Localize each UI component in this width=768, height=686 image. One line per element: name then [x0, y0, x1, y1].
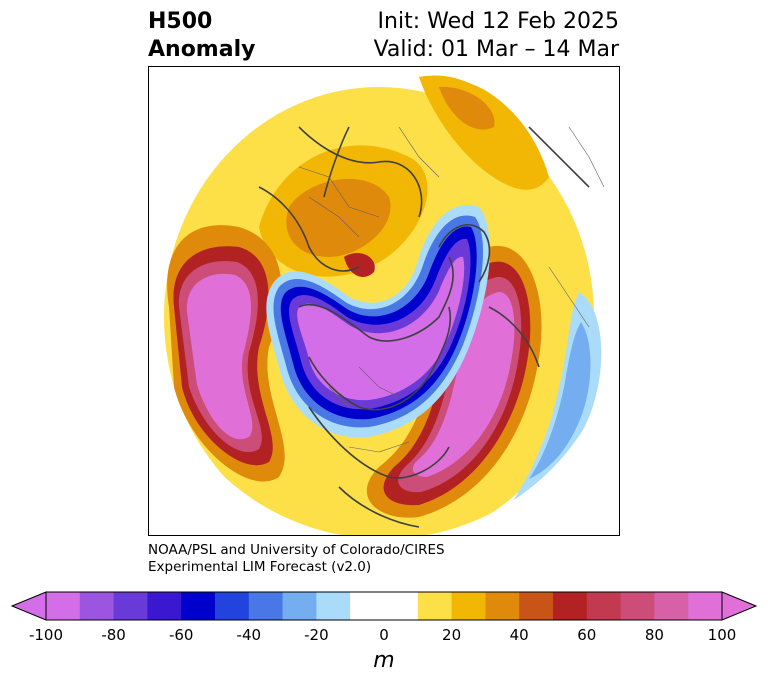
- colorbar-cells: [46, 592, 723, 620]
- polar-map: [148, 66, 620, 536]
- coastlines: [258, 126, 590, 528]
- init-date: Init: Wed 12 Feb 2025: [377, 9, 619, 34]
- colorbar-cell: [350, 592, 385, 620]
- colorbar-unit: m: [373, 648, 395, 673]
- colorbar-cell: [485, 592, 520, 620]
- colorbar-cell: [553, 592, 588, 620]
- colorbar-cell: [620, 592, 655, 620]
- map-title: H500 Anomaly: [148, 8, 255, 64]
- credit-text: NOAA/PSL and University of Colorado/CIRE…: [148, 542, 445, 576]
- colorbar-tick-label: -20: [304, 626, 329, 644]
- colorbar-tick-label: 80: [644, 626, 664, 644]
- colorbar-outline: [45, 591, 723, 621]
- colorbar-cell: [417, 592, 453, 620]
- credit-line-2: Experimental LIM Forecast (v2.0): [148, 559, 372, 575]
- colorbar-cell: [451, 592, 486, 620]
- colorbar-cell: [688, 592, 723, 620]
- colorbar-cell: [316, 592, 351, 620]
- colorbar-tick-label: -100: [28, 626, 64, 644]
- colorbar-cell: [215, 592, 250, 620]
- country-borders: [298, 126, 605, 453]
- colorbar-cell: [113, 592, 148, 620]
- colorbar-tick-label: -60: [168, 626, 194, 644]
- credit-line-1: NOAA/PSL and University of Colorado/CIRE…: [148, 542, 445, 558]
- title-variable: H500: [148, 9, 213, 34]
- colorbar-tick-label: 60: [577, 626, 597, 644]
- colorbar-tick-label: 100: [707, 626, 737, 644]
- colorbar-cell: [248, 592, 284, 620]
- valid-range: Valid: 01 Mar – 14 Mar: [373, 37, 619, 62]
- colorbar: [10, 591, 758, 621]
- colorbar-tick-label: 0: [379, 626, 389, 644]
- colorbar-cell: [384, 592, 419, 620]
- colorbar-cell: [282, 592, 317, 620]
- colorbar-cell: [181, 592, 216, 620]
- colorbar-tick-label: -80: [101, 626, 126, 644]
- colorbar-cell: [46, 592, 81, 620]
- colorbar-tick-label: -40: [236, 626, 262, 644]
- colorbar-tick-label: 20: [442, 626, 462, 644]
- title-type: Anomaly: [148, 37, 256, 62]
- colorbar-cell: [519, 592, 554, 620]
- colorbar-min-extend: [10, 591, 47, 621]
- colorbar-cell: [586, 592, 622, 620]
- colorbar-cell: [79, 592, 115, 620]
- colorbar-max-extend: [721, 591, 758, 621]
- anomaly-field: [149, 67, 619, 535]
- colorbar-tick-label: 40: [509, 626, 529, 644]
- colorbar-cell: [147, 592, 182, 620]
- map-dates: Init: Wed 12 Feb 2025 Valid: 01 Mar – 14…: [374, 8, 619, 64]
- colorbar-cell: [654, 592, 689, 620]
